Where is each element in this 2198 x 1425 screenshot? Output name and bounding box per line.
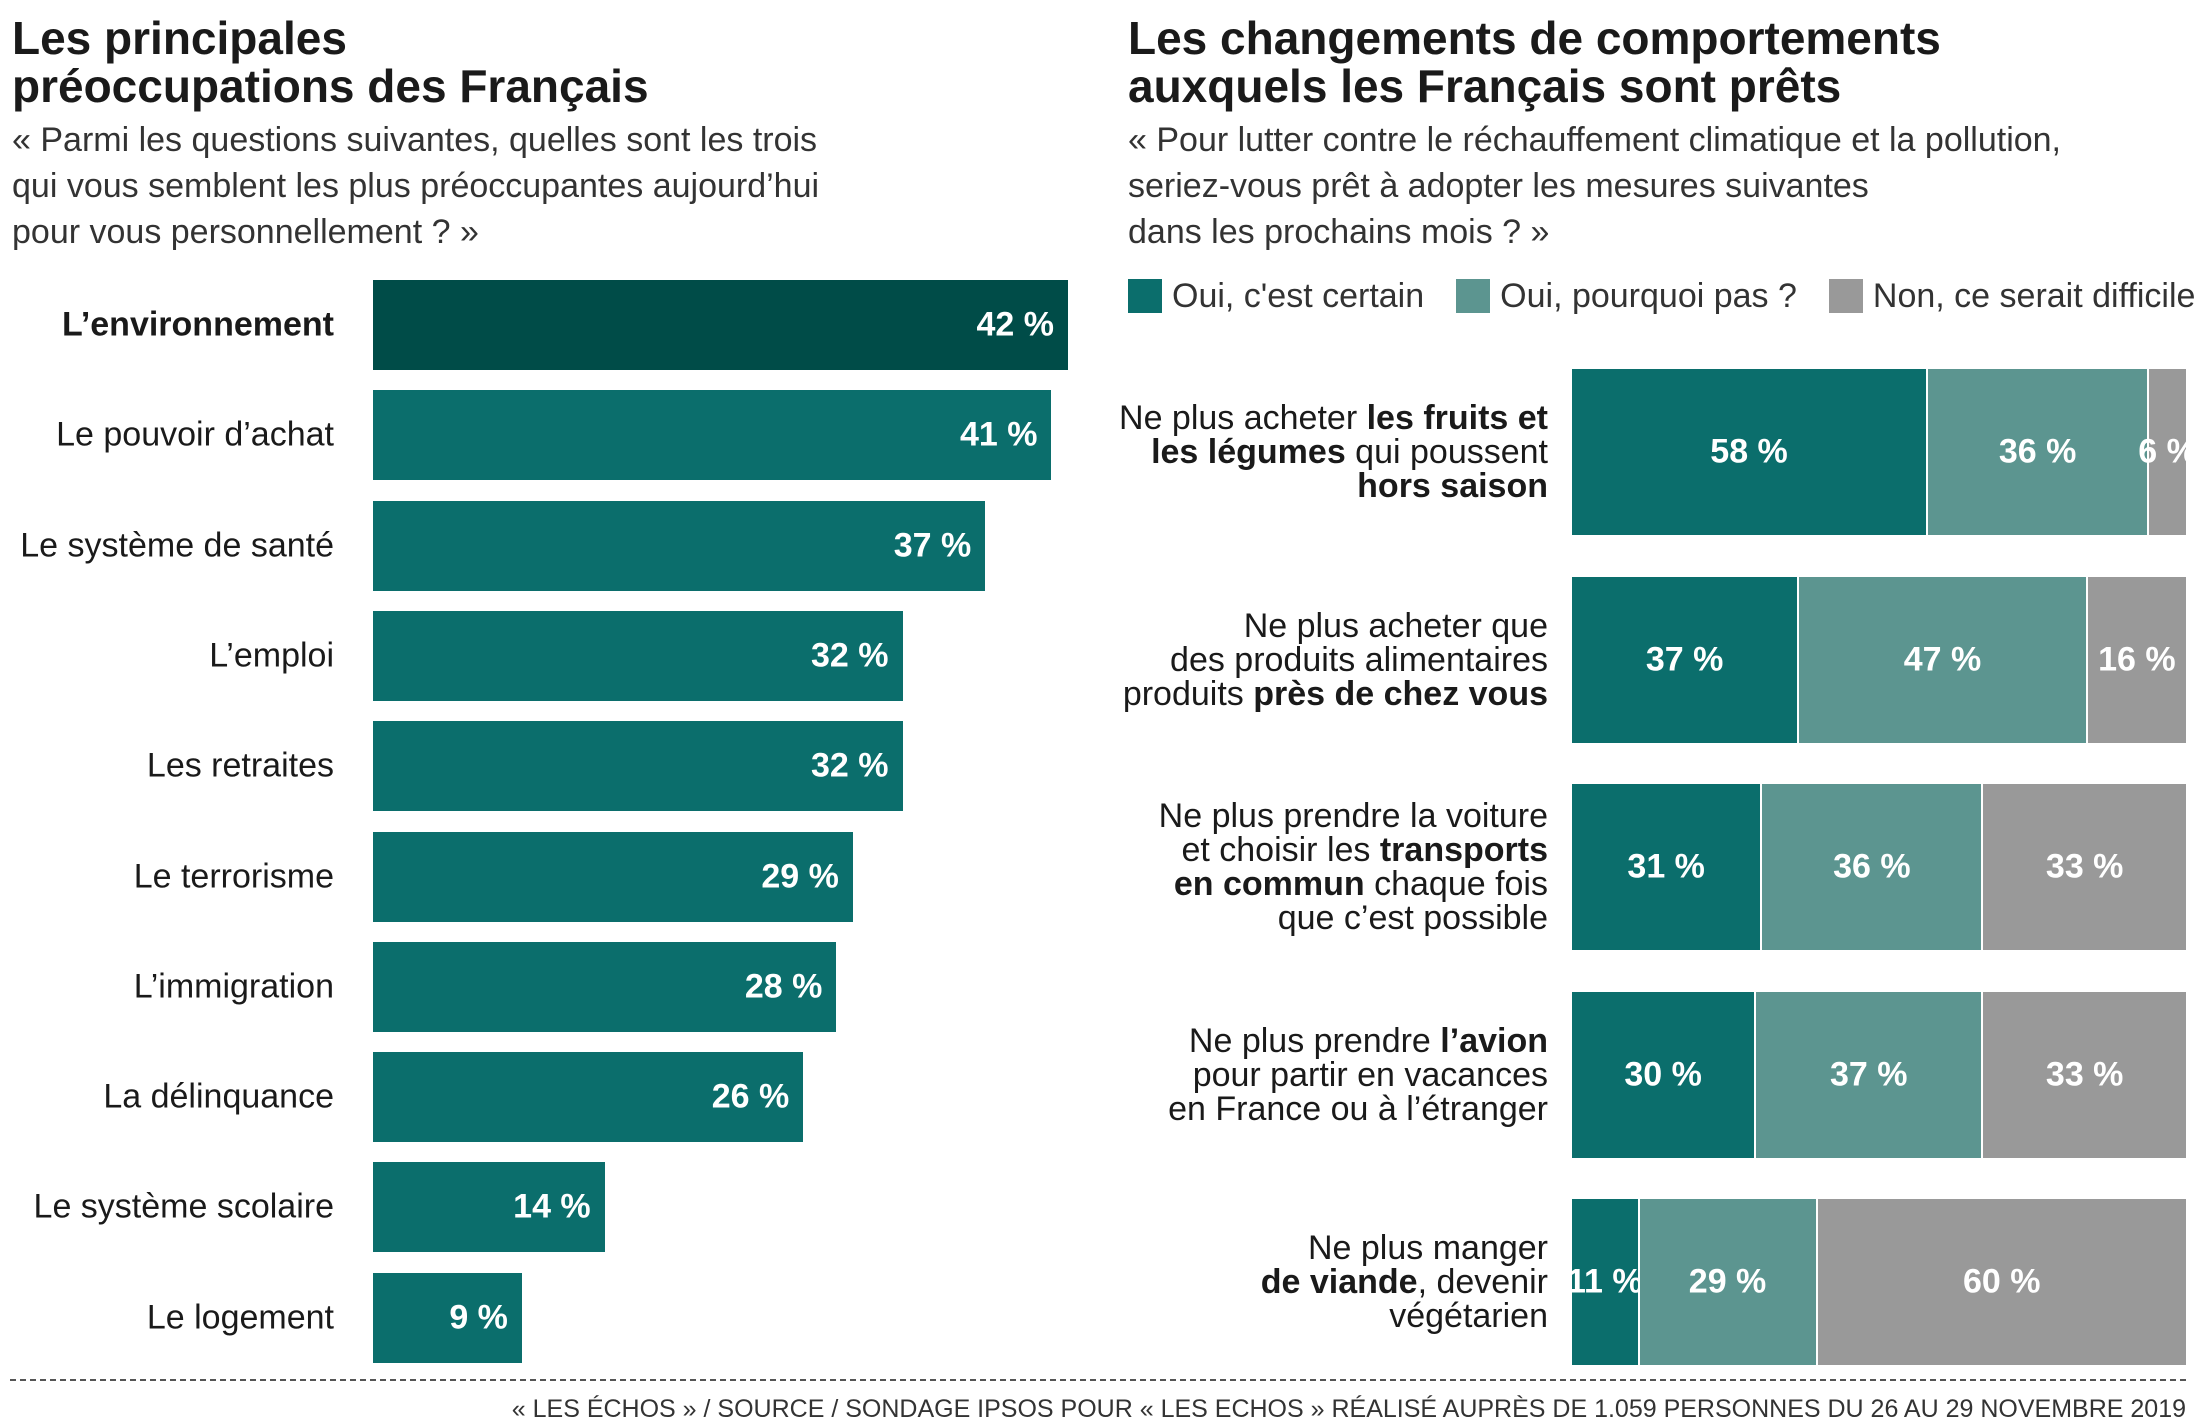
bar: 14 %	[373, 1162, 605, 1253]
left-subtitle-line: « Parmi les questions suivantes, quelles…	[12, 121, 818, 159]
legend-label: Non, ce serait difficile	[1872, 276, 2196, 315]
bar: 32 %	[373, 610, 903, 701]
category-label: Ne plus manger de viande, devenir végétari…	[1260, 1229, 1548, 1335]
category-label: La délinquance	[103, 1077, 334, 1116]
data-label: 29 %	[761, 857, 839, 895]
source-footer: « LES ÉCHOS » / SOURCE / SONDAGE IPSOS P…	[511, 1395, 2186, 1423]
data-label: 6 %	[2138, 432, 2186, 471]
bar-segment: 6 %	[2138, 369, 2186, 535]
stacked-bar: 11 % 29 % 60 %	[1572, 1199, 2186, 1365]
stacked-bar: 58 % 36 % 6 %	[1572, 369, 2186, 535]
bar-segment: 31 %	[1572, 784, 1763, 950]
data-label: 31 %	[1627, 847, 1705, 886]
data-label: 26 %	[711, 1077, 790, 1116]
right-subtitle-line: « Pour lutter contre le réchauffement cl…	[1128, 121, 2062, 159]
right-chart-subtitle: « Pour lutter contre le réchauffement cl…	[1128, 117, 2061, 255]
data-label: 36 %	[1833, 847, 1911, 886]
bar-segment: 37 %	[1572, 576, 1800, 743]
bar-segment: 33 %	[1983, 784, 2186, 950]
category-label: Ne plus acheter les fruits et les légumes…	[1119, 399, 1548, 505]
left-chart-title: Les principales préoccupations des Franç…	[12, 14, 649, 110]
category-label: Le pouvoir d’achat	[56, 415, 334, 454]
bar-segment: 37 %	[1756, 991, 1984, 1158]
data-label: 32 %	[811, 636, 889, 675]
legend-item-pourquoi-pas: Oui, pourquoi pas ?	[1456, 277, 1797, 316]
category-label: Ne plus acheter que des produits alimenta…	[1122, 606, 1548, 713]
left-title-line: Les principales	[12, 12, 347, 64]
data-label: 37 %	[1645, 640, 1724, 678]
legend-item-difficile: Non, ce serait difficile	[1828, 276, 2196, 316]
category-label: Ne plus prendre l’avion pour partir en va…	[1168, 1021, 1548, 1128]
left-subtitle-line: pour vous personnellement ? »	[12, 213, 479, 251]
data-label: 36 %	[1998, 432, 2077, 471]
left-chart-subtitle: « Parmi les questions suivantes, quelles…	[12, 117, 819, 255]
stacked-bar: 30 % 37 % 33 %	[1572, 991, 2186, 1158]
bar-segment: 29 %	[1639, 1199, 1818, 1365]
data-label: 29 %	[1688, 1262, 1767, 1301]
legend-swatch-pourquoi-pas	[1456, 279, 1491, 313]
data-label: 37 %	[1830, 1055, 1908, 1093]
category-label: Le système de santé	[20, 526, 334, 565]
right-chart-title: Les changements de comportements auxquel…	[1128, 14, 1941, 110]
right-subtitle-line: dans les prochains mois ? »	[1128, 213, 1550, 251]
bar: 29 %	[373, 831, 853, 922]
data-label: 33 %	[2045, 847, 2124, 886]
category-label: Le système scolaire	[33, 1187, 334, 1226]
bar: 9 %	[373, 1272, 522, 1363]
data-label: 11 %	[1572, 1262, 1643, 1301]
data-label: 9 %	[449, 1298, 508, 1337]
data-label: 47 %	[1903, 640, 1982, 678]
footer-divider	[10, 1379, 2186, 1381]
category-label: Ne plus prendre la voiture et choisir les…	[1158, 797, 1548, 937]
data-label: 41 %	[959, 415, 1038, 454]
data-label: 42 %	[976, 305, 1055, 344]
bar-segment: 11 %	[1572, 1199, 1643, 1365]
bar: 28 %	[373, 941, 837, 1032]
legend-label: Oui, c'est certain	[1172, 276, 1425, 315]
bar-segment: 58 %	[1572, 369, 1929, 535]
bar-segment: 36 %	[1762, 784, 1984, 950]
legend-label: Oui, pourquoi pas ?	[1500, 276, 1797, 315]
bar: 42 %	[373, 280, 1068, 370]
category-label: L’environnement	[61, 305, 334, 344]
data-label: 28 %	[744, 967, 823, 1006]
data-label: 16 %	[2098, 640, 2176, 678]
bar: 41 %	[373, 390, 1052, 481]
left-subtitle-line: qui vous semblent les plus préoccupantes…	[12, 167, 820, 205]
data-label: 37 %	[893, 526, 972, 565]
legend-swatch-difficile	[1828, 279, 1863, 313]
data-label: 60 %	[1963, 1262, 2041, 1301]
left-title-line: préoccupations des Français	[12, 60, 649, 112]
category-label: Les retraites	[146, 746, 334, 785]
chart-legend: Oui, c'est certain Oui, pourquoi pas ? N…	[1128, 276, 2195, 316]
bar-segment: 33 %	[1983, 991, 2186, 1158]
bar: 26 %	[373, 1052, 804, 1143]
bar: 37 %	[373, 500, 986, 591]
right-title-line: Les changements de comportements	[1128, 12, 1941, 64]
data-label: 30 %	[1624, 1055, 1702, 1093]
stacked-bar: 37 % 47 % 16 %	[1572, 576, 2186, 743]
category-label: Le terrorisme	[133, 857, 334, 895]
legend-item-certain: Oui, c'est certain	[1128, 277, 1424, 316]
bar-segment: 16 %	[2087, 576, 2186, 743]
data-label: 14 %	[513, 1187, 591, 1226]
bar: 32 %	[373, 721, 903, 812]
data-label: 58 %	[1710, 432, 1788, 471]
stacked-bar: 31 % 36 % 33 %	[1572, 784, 2186, 950]
legend-swatch-certain	[1128, 279, 1162, 313]
data-label: 32 %	[811, 746, 889, 785]
right-subtitle-line: seriez-vous prêt à adopter les mesures s…	[1128, 167, 1869, 205]
data-label: 33 %	[2045, 1055, 2124, 1093]
bar-segment: 47 %	[1799, 576, 2088, 743]
bar-segment: 60 %	[1817, 1199, 2186, 1365]
bar-segment: 30 %	[1572, 991, 1757, 1158]
bar-segment: 36 %	[1928, 369, 2150, 535]
category-label: L’immigration	[133, 967, 334, 1006]
category-label: L’emploi	[209, 636, 334, 675]
right-title-line: auxquels les Français sont prêts	[1128, 60, 1842, 112]
category-label: Le logement	[146, 1298, 334, 1337]
